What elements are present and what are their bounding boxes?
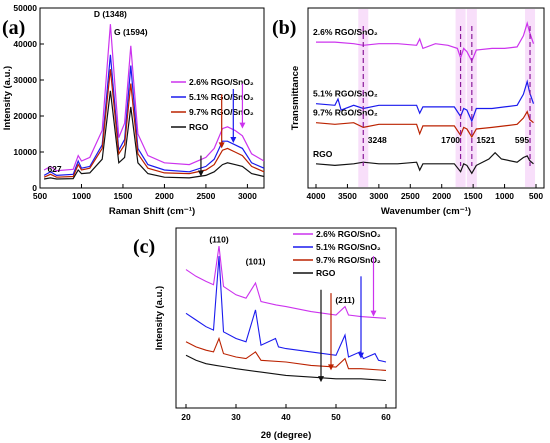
x-tick-label: 2500 — [196, 191, 215, 201]
arrow-head — [370, 310, 377, 317]
x-tick-label: 20 — [181, 412, 191, 422]
arrow-head — [358, 352, 364, 359]
legend-label: 5.1% RGO/SnO₂ — [316, 242, 381, 252]
annotation: 1700 — [441, 135, 460, 145]
y-tick-label: 30000 — [13, 75, 37, 85]
y-tick-label: 10000 — [13, 147, 37, 157]
x-tick-label: 500 — [529, 191, 543, 201]
y-tick-label: 40000 — [13, 39, 37, 49]
series-line — [43, 24, 265, 172]
arrow-head — [230, 137, 237, 143]
plot-frame-b — [307, 7, 545, 189]
legend-label: 2.6% RGO/SnO₂ — [316, 229, 381, 239]
arrow-head — [197, 170, 204, 177]
series-line — [315, 151, 534, 175]
series-line — [185, 354, 387, 382]
series-line — [315, 79, 535, 123]
panel-label-c: (c) — [133, 236, 155, 258]
series-label: RGO — [313, 149, 333, 159]
annotation: (110) — [209, 235, 229, 245]
x-tick-label: 1500 — [464, 191, 483, 201]
x-tick-label: 3500 — [338, 191, 357, 201]
panel-label-a: (a) — [2, 17, 25, 39]
x-tick-label: 500 — [33, 191, 47, 201]
x-tick-label: 3000 — [369, 191, 388, 201]
arrow-head — [318, 376, 324, 383]
series-label: 9.7% RGO/SnO₂ — [313, 108, 378, 118]
y-axis-label-a: Intensity (a.u.) — [2, 66, 13, 130]
x-tick-label: 2500 — [401, 191, 420, 201]
x-axis-label-c: 2θ (degree) — [261, 430, 312, 441]
x-tick-label: 30 — [231, 412, 241, 422]
annotation: (101) — [246, 257, 266, 267]
annotation: G (1594) — [114, 27, 148, 37]
arrow-head — [328, 364, 334, 371]
x-tick-label: 1500 — [114, 191, 133, 201]
x-tick-label: 50 — [331, 412, 341, 422]
series-line — [315, 110, 534, 139]
y-tick-label: 20000 — [13, 111, 37, 121]
series-label: 5.1% RGO/SnO₂ — [313, 89, 378, 99]
x-tick-label: 60 — [381, 412, 391, 422]
panel-b: (b) Wavenumber (cm⁻¹) Transmittance 4000… — [272, 7, 545, 217]
x-axis-label-b: Wavenumber (cm⁻¹) — [381, 206, 471, 217]
annotation: 1521 — [476, 135, 495, 145]
annotation: 627 — [47, 164, 61, 174]
x-tick-label: 1000 — [72, 191, 91, 201]
series-label: 2.6% RGO/SnO₂ — [313, 27, 378, 37]
series-line — [185, 246, 387, 319]
series-line — [43, 90, 265, 180]
series-line — [43, 69, 265, 178]
y-tick-label: 50000 — [13, 3, 37, 13]
arrow-head — [218, 142, 225, 149]
y-tick-label: 0 — [32, 183, 37, 193]
annotation: 3248 — [368, 135, 387, 145]
y-axis-label-c: Intensity (a.u.) — [154, 286, 165, 350]
series-line — [185, 336, 387, 371]
legend-label: 2.6% RGO/SnO₂ — [189, 77, 254, 87]
y-axis-label-b: Transmittance — [290, 66, 301, 130]
series-line — [43, 54, 265, 177]
legend-label: RGO — [189, 122, 209, 132]
x-tick-label: 1000 — [495, 191, 514, 201]
x-axis-label-a: Raman Shift (cm⁻¹) — [109, 206, 195, 217]
x-tick-label: 4000 — [307, 191, 326, 201]
annotation: D (1348) — [94, 9, 127, 19]
x-tick-label: 2000 — [432, 191, 451, 201]
legend-label: 9.7% RGO/SnO₂ — [316, 255, 381, 265]
annotation: (211) — [335, 295, 355, 305]
panel-a: (a) Raman Shift (cm⁻¹) Intensity (a.u.) … — [2, 3, 265, 217]
panel-c: (c) 2θ (degree) Intensity (a.u.) 2.6% RG… — [133, 227, 397, 441]
legend-label: RGO — [316, 268, 336, 278]
annotation: 595 — [515, 135, 529, 145]
x-tick-label: 40 — [281, 412, 291, 422]
plot-frame-a — [39, 7, 265, 189]
legend-c: 2.6% RGO/SnO₂ 5.1% RGO/SnO₂ 9.7% RGO/SnO… — [293, 229, 381, 278]
panel-label-b: (b) — [272, 17, 296, 39]
x-tick-label: 3000 — [238, 191, 257, 201]
series-line — [316, 21, 535, 63]
x-tick-label: 2000 — [155, 191, 174, 201]
arrow-head — [239, 122, 246, 129]
